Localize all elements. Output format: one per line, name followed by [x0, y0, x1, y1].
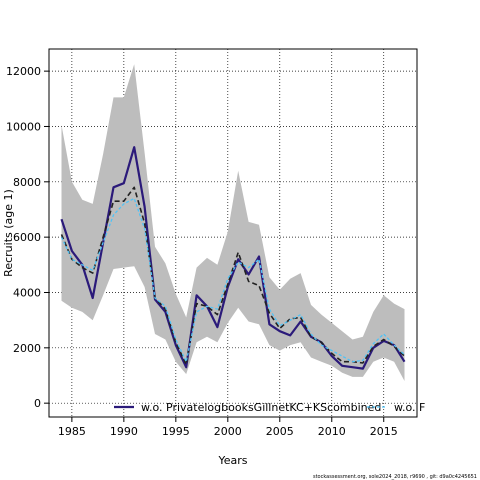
legend-label-1: w.o. F [394, 401, 425, 414]
x-tick-label: 2010 [318, 425, 346, 438]
confidence-band-area [61, 64, 405, 381]
y-tick-label: 10000 [6, 120, 41, 133]
y-tick-label: 8000 [13, 176, 41, 189]
x-tick-label: 1985 [58, 425, 86, 438]
x-tick-label: 2005 [266, 425, 294, 438]
y-tick-label: 4000 [13, 286, 41, 299]
y-axis-label: Recruits (age 1) [2, 189, 15, 277]
y-tick-label: 12000 [6, 65, 41, 78]
x-axis-ticks: 1985 1990 1995 2000 2005 2010 2015 [58, 417, 398, 438]
y-tick-label: 2000 [13, 342, 41, 355]
x-tick-label: 1995 [162, 425, 190, 438]
footer-text: stockassessment.org, sole2024_2018, r969… [313, 474, 477, 480]
confidence-band [61, 64, 405, 381]
x-tick-label: 2015 [370, 425, 398, 438]
legend: w.o. PrivatelogbooksGillnetKC+KScombined… [114, 401, 425, 414]
x-tick-label: 2000 [214, 425, 242, 438]
series-line-0 [60, 146, 406, 370]
series-line-2 [60, 186, 406, 366]
legend-label-0: w.o. PrivatelogbooksGillnetKC+KScombined [141, 401, 381, 414]
y-axis-ticks: 0 2000 4000 6000 8000 10000 12000 [6, 65, 49, 410]
plot-border [48, 48, 418, 418]
x-tick-label: 1990 [110, 425, 138, 438]
y-tick-label: 0 [34, 397, 41, 410]
series-lines [60, 146, 406, 370]
y-tick-label: 6000 [13, 231, 41, 244]
x-axis-label: Years [217, 454, 247, 467]
